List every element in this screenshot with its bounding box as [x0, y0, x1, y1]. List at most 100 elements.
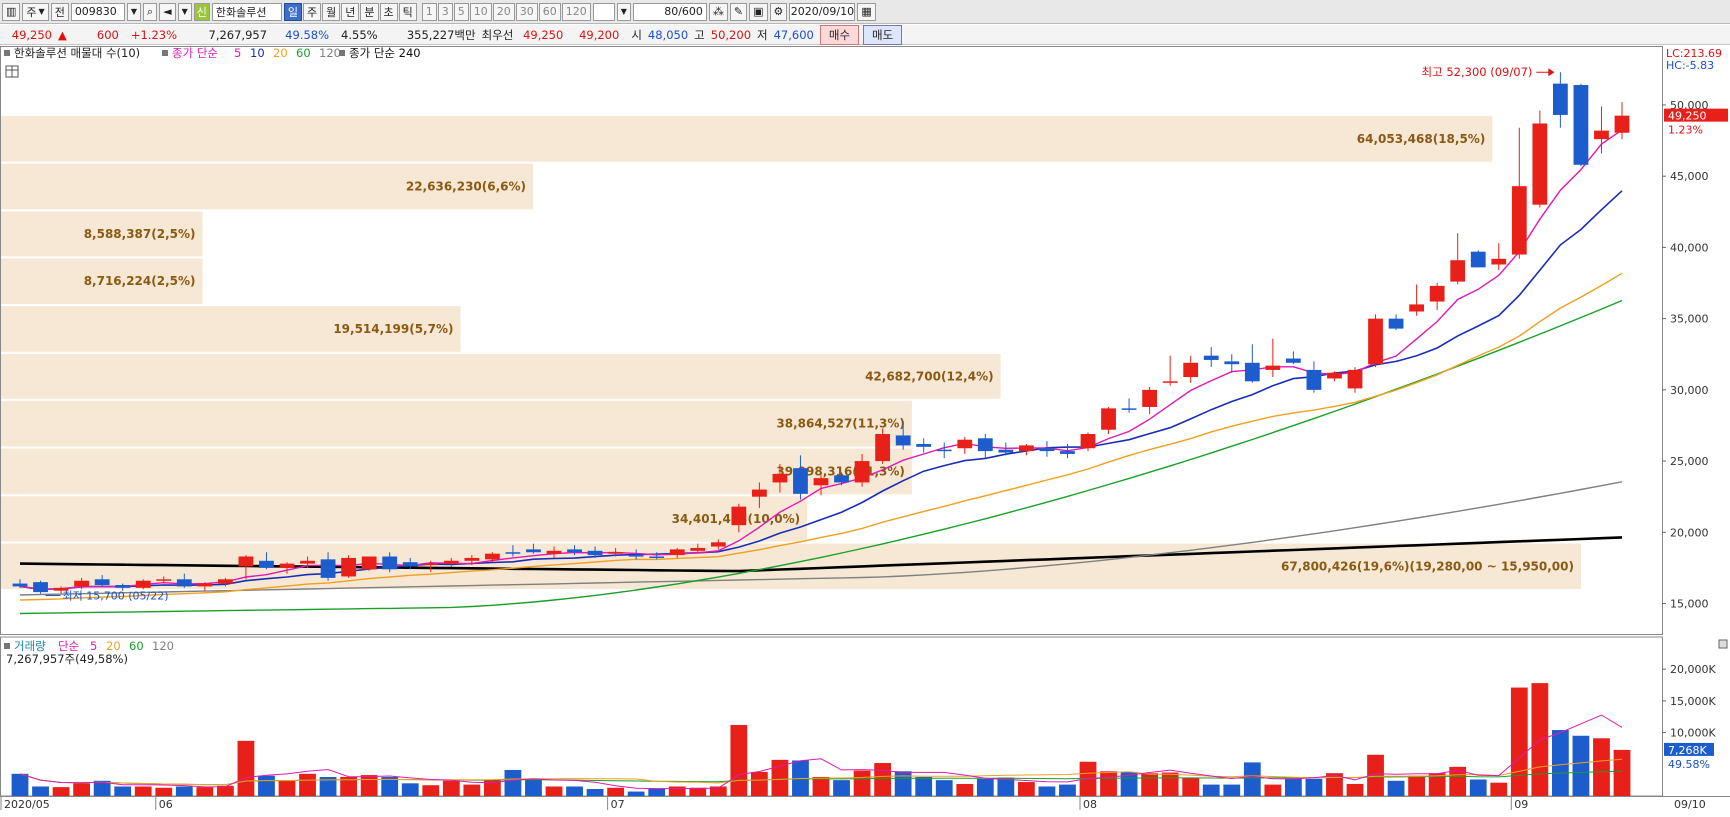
- candle-up: [1409, 304, 1425, 312]
- save-icon[interactable]: ▣: [749, 2, 768, 21]
- interval-button-5[interactable]: 5: [453, 2, 469, 21]
- volume-bar-down: [401, 783, 419, 796]
- candle-up: [423, 563, 439, 566]
- volume-bar-down: [833, 780, 850, 796]
- volume-y-tick-label: 10,000K: [1670, 727, 1716, 740]
- candle-up: [1594, 130, 1609, 140]
- interval-button-60[interactable]: 60: [538, 2, 561, 21]
- volume-bar-down: [258, 775, 275, 796]
- candle-up: [53, 587, 69, 591]
- interval-input[interactable]: [592, 2, 615, 21]
- ma20-line: [19, 272, 1623, 601]
- ma-legend-period-5: 5: [234, 46, 241, 60]
- count-input[interactable]: 80/600: [632, 2, 707, 21]
- tools-icon[interactable]: ✎: [729, 2, 748, 21]
- volume-legend-value: 7,267,957주(49,58%): [6, 652, 128, 666]
- settings-icon[interactable]: ⚙: [769, 2, 788, 21]
- low-label: 저: [757, 27, 768, 42]
- last-price-tag-label: 49,250: [1668, 110, 1707, 123]
- menu-dropdown[interactable]: ▼: [177, 2, 192, 21]
- volume-bar-up: [360, 775, 378, 796]
- volume-bar-up: [1428, 773, 1446, 796]
- volume-bar-up: [73, 783, 91, 796]
- best-quote-label: 최우선: [481, 27, 514, 42]
- volume-bar-up: [442, 780, 460, 796]
- count-value: 80: [664, 5, 679, 18]
- volume-bar-down: [1572, 735, 1590, 796]
- stock-name-field[interactable]: 한화솔루션: [211, 2, 282, 21]
- price-y-tick-label: 35,000: [1670, 313, 1709, 326]
- turnover-rate: 4.55%: [341, 27, 378, 42]
- volume-ratio: 49.58%: [285, 27, 330, 42]
- interval-button-30[interactable]: 30: [515, 2, 538, 21]
- volume-ma-legend-period-5: 5: [90, 639, 97, 653]
- tab-period-틱[interactable]: 틱: [398, 2, 417, 21]
- stock-code-input[interactable]: 009830: [70, 2, 125, 21]
- volume-bar-up: [155, 787, 173, 796]
- tab-period-년[interactable]: 년: [341, 2, 360, 21]
- ma60-line: [19, 299, 1623, 615]
- chart-menu-icon[interactable]: ▥: [2, 2, 21, 21]
- interval-button-120[interactable]: 120: [561, 2, 591, 21]
- stock-code-dropdown[interactable]: ▼: [126, 2, 141, 21]
- candle-up: [361, 556, 377, 570]
- x-tick-label: 06: [159, 798, 173, 811]
- candle-up: [1018, 445, 1034, 452]
- price-change: 600: [96, 27, 119, 42]
- legend-marker: [4, 50, 10, 56]
- sound-icon[interactable]: ◄: [159, 2, 176, 21]
- search-icon[interactable]: ⌕: [142, 2, 158, 21]
- volume-bar-down: [1551, 730, 1569, 796]
- open-label: 시: [631, 27, 642, 42]
- high-annotation: 최고 52,300 (09/07): [1422, 65, 1533, 79]
- date-input[interactable]: 2020/09/10: [789, 2, 856, 21]
- indicator-icon[interactable]: ⁂: [708, 2, 728, 21]
- quote-bar: 49,250 ▲ 600 +1.23% 7,267,957 49.58% 4.5…: [0, 24, 1730, 45]
- volume-bar-up: [730, 724, 748, 796]
- candle-up: [1511, 186, 1527, 255]
- volume-profile-bar: [1, 400, 912, 447]
- volume-bar-down: [935, 780, 953, 796]
- candle-up: [1265, 365, 1281, 370]
- volume-bar-up: [422, 785, 440, 796]
- tab-period-분[interactable]: 분: [360, 2, 379, 21]
- candle-up: [669, 549, 685, 556]
- volume-profile-label: 8,588,387(2,5%): [84, 227, 196, 241]
- volume-bar-up: [1100, 771, 1117, 796]
- tab-period-주[interactable]: 주: [303, 2, 322, 21]
- calendar-icon[interactable]: ▦: [857, 2, 876, 21]
- tab-period-초[interactable]: 초: [379, 2, 398, 21]
- tab-period-일[interactable]: 일: [283, 2, 303, 21]
- interval-dropdown[interactable]: ▼: [616, 2, 631, 21]
- candle-down: [12, 583, 28, 587]
- volume-bar-down: [381, 776, 399, 796]
- price-y-tick-label: 25,000: [1670, 455, 1709, 468]
- volume-bar-up: [1141, 773, 1159, 796]
- interval-button-3[interactable]: 3: [437, 2, 453, 21]
- candle-down: [33, 582, 48, 593]
- interval-button-1[interactable]: 1: [421, 2, 437, 21]
- sell-button[interactable]: 매도: [863, 24, 903, 45]
- candle-down: [505, 552, 521, 554]
- candle-up: [1368, 318, 1383, 365]
- volume-bar-down: [894, 771, 912, 796]
- interval-button-10[interactable]: 10: [469, 2, 492, 21]
- prev-button[interactable]: 전: [50, 2, 69, 21]
- candle-down: [526, 549, 541, 553]
- candle-up: [341, 557, 357, 577]
- stock-chart[interactable]: 67,800,426(19,6%)(19,280,00 ~ 15,950,00)…: [0, 46, 1730, 817]
- tab-period-월[interactable]: 월: [322, 2, 341, 21]
- last-price-tag: [1664, 108, 1728, 122]
- volume-bar-down: [997, 777, 1015, 796]
- interval-button-20[interactable]: 20: [492, 2, 515, 21]
- buy-button[interactable]: 매수: [819, 24, 860, 45]
- volume-ma5-line: [19, 714, 1623, 790]
- candle-down: [1060, 451, 1075, 454]
- volume-bar-down: [114, 786, 132, 796]
- period-type-select[interactable]: 주 ▼: [22, 2, 49, 21]
- legend-marker: [162, 50, 168, 56]
- hc-label: HC:-5.83: [1666, 59, 1714, 72]
- x-tick-label: 08: [1083, 798, 1097, 811]
- volume-bar-up: [1264, 784, 1282, 796]
- volume-ma-legend-label: 단순: [58, 639, 79, 653]
